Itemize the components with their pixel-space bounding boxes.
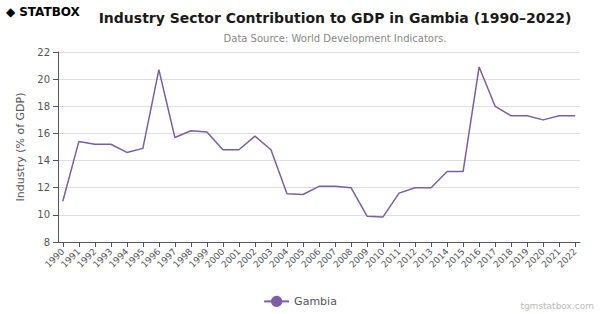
svg-text:2017: 2017 xyxy=(475,246,499,270)
svg-text:2021: 2021 xyxy=(539,246,563,270)
svg-text:◆: ◆ xyxy=(6,5,16,19)
svg-text:22: 22 xyxy=(37,47,50,58)
svg-text:1998: 1998 xyxy=(171,246,195,270)
svg-text:2000: 2000 xyxy=(203,246,227,270)
svg-text:1999: 1999 xyxy=(187,246,211,270)
svg-text:1996: 1996 xyxy=(139,246,163,270)
svg-text:2012: 2012 xyxy=(395,246,419,270)
svg-text:1992: 1992 xyxy=(75,246,99,270)
svg-text:12: 12 xyxy=(37,182,50,193)
svg-text:1993: 1993 xyxy=(91,246,115,270)
svg-text:2016: 2016 xyxy=(459,246,483,270)
svg-text:tgmstatbox.com: tgmstatbox.com xyxy=(520,301,594,311)
svg-text:Data Source: World Development: Data Source: World Development Indicator… xyxy=(224,33,447,44)
svg-text:14: 14 xyxy=(37,155,50,166)
svg-text:2006: 2006 xyxy=(299,246,323,270)
svg-text:2003: 2003 xyxy=(251,246,275,270)
svg-text:Industry (% of GDP): Industry (% of GDP) xyxy=(14,92,27,201)
svg-text:1995: 1995 xyxy=(123,246,147,270)
svg-text:Industry Sector Contribution t: Industry Sector Contribution to GDP in G… xyxy=(99,10,572,26)
svg-text:8: 8 xyxy=(44,237,50,248)
svg-text:2011: 2011 xyxy=(379,246,403,270)
svg-text:2018: 2018 xyxy=(491,246,515,270)
svg-text:2020: 2020 xyxy=(523,246,547,270)
svg-text:2007: 2007 xyxy=(315,246,339,270)
svg-text:2015: 2015 xyxy=(443,246,467,270)
svg-text:1990: 1990 xyxy=(43,246,67,270)
svg-text:2008: 2008 xyxy=(331,246,355,270)
svg-text:16: 16 xyxy=(37,128,50,139)
svg-text:2004: 2004 xyxy=(267,246,291,270)
svg-text:2010: 2010 xyxy=(363,246,387,270)
svg-text:2009: 2009 xyxy=(347,246,371,270)
svg-text:10: 10 xyxy=(37,209,50,220)
svg-text:2014: 2014 xyxy=(427,246,451,270)
svg-text:STAT: STAT xyxy=(19,5,52,19)
svg-text:2001: 2001 xyxy=(219,246,243,270)
svg-text:2002: 2002 xyxy=(235,246,259,270)
svg-text:BOX: BOX xyxy=(52,5,81,19)
svg-text:1994: 1994 xyxy=(107,246,131,270)
svg-text:18: 18 xyxy=(37,101,50,112)
svg-text:2013: 2013 xyxy=(411,246,435,270)
svg-text:1997: 1997 xyxy=(155,246,179,270)
svg-text:1991: 1991 xyxy=(59,246,83,270)
svg-text:2005: 2005 xyxy=(283,246,307,270)
svg-text:2019: 2019 xyxy=(507,246,531,270)
svg-text:20: 20 xyxy=(37,74,50,85)
svg-text:2022: 2022 xyxy=(555,246,578,269)
svg-text:Gambia: Gambia xyxy=(294,295,337,308)
